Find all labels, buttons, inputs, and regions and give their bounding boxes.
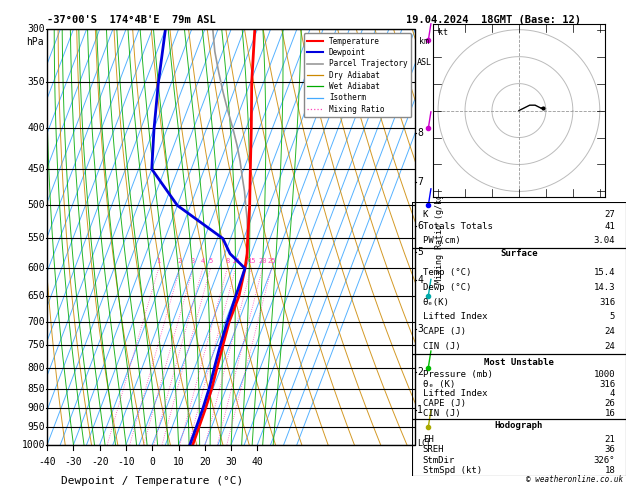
Text: 316: 316 bbox=[599, 297, 615, 307]
Text: 40: 40 bbox=[252, 457, 264, 467]
Text: 3: 3 bbox=[417, 324, 423, 334]
Text: 7: 7 bbox=[417, 177, 423, 187]
Text: 450: 450 bbox=[28, 164, 45, 174]
Text: 24: 24 bbox=[604, 327, 615, 336]
Text: 3: 3 bbox=[191, 259, 195, 264]
Text: Lifted Index: Lifted Index bbox=[423, 389, 487, 399]
Text: LCL: LCL bbox=[417, 439, 432, 448]
Text: 8: 8 bbox=[417, 128, 423, 138]
Text: Totals Totals: Totals Totals bbox=[423, 223, 493, 231]
Text: 800: 800 bbox=[28, 363, 45, 373]
Text: -10: -10 bbox=[117, 457, 135, 467]
Text: 326°: 326° bbox=[594, 456, 615, 465]
Text: 16: 16 bbox=[604, 409, 615, 418]
Text: 950: 950 bbox=[28, 422, 45, 432]
Text: 20: 20 bbox=[258, 259, 267, 264]
Text: 550: 550 bbox=[28, 233, 45, 243]
Text: 350: 350 bbox=[28, 77, 45, 87]
Text: 14.3: 14.3 bbox=[594, 283, 615, 292]
Text: Lifted Index: Lifted Index bbox=[423, 312, 487, 321]
Text: 750: 750 bbox=[28, 340, 45, 350]
Text: 18: 18 bbox=[604, 467, 615, 475]
Text: 20: 20 bbox=[199, 457, 211, 467]
Text: Pressure (mb): Pressure (mb) bbox=[423, 370, 493, 379]
Text: 10: 10 bbox=[173, 457, 184, 467]
Text: 2: 2 bbox=[178, 259, 182, 264]
Text: 27: 27 bbox=[604, 209, 615, 219]
Text: 900: 900 bbox=[28, 403, 45, 413]
Text: -30: -30 bbox=[65, 457, 82, 467]
Text: km: km bbox=[420, 37, 430, 47]
Text: 15.4: 15.4 bbox=[594, 268, 615, 277]
Text: 24: 24 bbox=[604, 342, 615, 351]
Text: 700: 700 bbox=[28, 316, 45, 327]
Text: hPa: hPa bbox=[26, 37, 44, 48]
Text: 15: 15 bbox=[247, 259, 255, 264]
Text: 0: 0 bbox=[149, 457, 155, 467]
Text: 5: 5 bbox=[208, 259, 213, 264]
Text: Dewpoint / Temperature (°C): Dewpoint / Temperature (°C) bbox=[61, 476, 243, 486]
Text: K: K bbox=[423, 209, 428, 219]
Text: © weatheronline.co.uk: © weatheronline.co.uk bbox=[526, 474, 623, 484]
Text: 1000: 1000 bbox=[21, 440, 45, 450]
Text: CAPE (J): CAPE (J) bbox=[423, 327, 465, 336]
Text: 1: 1 bbox=[157, 259, 161, 264]
Text: 25: 25 bbox=[267, 259, 276, 264]
Text: θₑ(K): θₑ(K) bbox=[423, 297, 450, 307]
Text: 650: 650 bbox=[28, 291, 45, 301]
Text: 19.04.2024  18GMT (Base: 12): 19.04.2024 18GMT (Base: 12) bbox=[406, 15, 581, 25]
Text: 5: 5 bbox=[610, 312, 615, 321]
Text: ASL: ASL bbox=[417, 58, 432, 67]
Text: -20: -20 bbox=[91, 457, 109, 467]
Text: SREH: SREH bbox=[423, 445, 444, 454]
Text: PW (cm): PW (cm) bbox=[423, 236, 460, 245]
Text: 10: 10 bbox=[231, 259, 240, 264]
Text: 4: 4 bbox=[610, 389, 615, 399]
Text: -40: -40 bbox=[38, 457, 56, 467]
Text: 1: 1 bbox=[417, 405, 423, 415]
Text: EH: EH bbox=[423, 434, 433, 444]
Text: 316: 316 bbox=[599, 380, 615, 388]
Text: 3.04: 3.04 bbox=[594, 236, 615, 245]
Text: 600: 600 bbox=[28, 263, 45, 274]
Text: CIN (J): CIN (J) bbox=[423, 409, 460, 418]
Text: CIN (J): CIN (J) bbox=[423, 342, 460, 351]
Text: 4: 4 bbox=[201, 259, 205, 264]
Text: 1000: 1000 bbox=[594, 370, 615, 379]
Text: kt: kt bbox=[438, 28, 448, 37]
Text: 500: 500 bbox=[28, 200, 45, 210]
Text: -37°00'S  174°4B'E  79m ASL: -37°00'S 174°4B'E 79m ASL bbox=[47, 15, 216, 25]
Text: CAPE (J): CAPE (J) bbox=[423, 399, 465, 408]
Text: StmDir: StmDir bbox=[423, 456, 455, 465]
Text: 30: 30 bbox=[225, 457, 237, 467]
Text: Surface: Surface bbox=[500, 249, 538, 259]
Legend: Temperature, Dewpoint, Parcel Trajectory, Dry Adiabat, Wet Adiabat, Isotherm, Mi: Temperature, Dewpoint, Parcel Trajectory… bbox=[304, 33, 411, 117]
Text: Mixing Ratio (g/kg): Mixing Ratio (g/kg) bbox=[435, 190, 444, 284]
Text: Most Unstable: Most Unstable bbox=[484, 358, 554, 367]
Text: 41: 41 bbox=[604, 223, 615, 231]
Text: 850: 850 bbox=[28, 383, 45, 394]
Text: 400: 400 bbox=[28, 123, 45, 134]
Text: 4: 4 bbox=[417, 275, 423, 285]
Text: 5: 5 bbox=[417, 247, 423, 258]
Text: 36: 36 bbox=[604, 445, 615, 454]
Text: Hodograph: Hodograph bbox=[495, 421, 543, 430]
Text: 8: 8 bbox=[225, 259, 230, 264]
Text: Dewp (°C): Dewp (°C) bbox=[423, 283, 471, 292]
Text: 300: 300 bbox=[28, 24, 45, 34]
Text: Temp (°C): Temp (°C) bbox=[423, 268, 471, 277]
Text: 2: 2 bbox=[417, 367, 423, 377]
Text: θₑ (K): θₑ (K) bbox=[423, 380, 455, 388]
Text: 6: 6 bbox=[417, 221, 423, 230]
Text: StmSpd (kt): StmSpd (kt) bbox=[423, 467, 482, 475]
Text: 26: 26 bbox=[604, 399, 615, 408]
Text: 21: 21 bbox=[604, 434, 615, 444]
